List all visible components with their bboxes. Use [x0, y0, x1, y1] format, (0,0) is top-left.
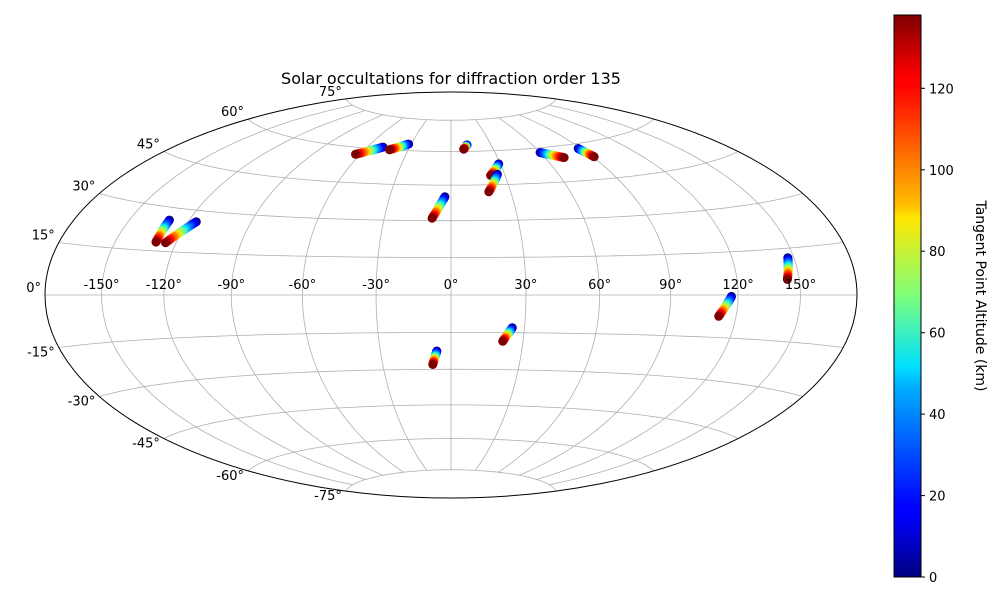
colorbar-tick-label: 40 [929, 408, 946, 423]
latitude-tick-label: -75° [314, 489, 342, 504]
occultation-point [484, 187, 494, 197]
occultation-point [559, 153, 569, 163]
latitude-tick-labels: 75° 60° 45° 30° 15° 0° -15° -30° -45° -60° -75° [26, 85, 342, 504]
occultation-track [161, 217, 201, 248]
occultation-point [714, 311, 724, 321]
occultation-track [385, 139, 414, 155]
colorbar-label: Tangent Point Altitude (km) [972, 199, 988, 391]
longitude-tick-label: 60° [588, 278, 611, 293]
parallel-line [99, 193, 803, 222]
longitude-tick-label: -60° [289, 278, 317, 293]
chart-title: Solar occultations for diffraction order… [281, 69, 621, 88]
occultation-point [459, 144, 469, 154]
occultation-track [484, 169, 502, 197]
occultation-track [351, 142, 388, 159]
occultation-track [427, 192, 450, 223]
latitude-tick-label: 60° [221, 105, 244, 120]
longitude-tick-label: -150° [83, 278, 119, 293]
colorbar-ticks: 0 20 40 60 80 100 120 [921, 82, 954, 586]
latitude-tick-label: 45° [137, 138, 160, 153]
colorbar: 0 20 40 60 80 100 120 Tangent Point Altitude (… [893, 14, 988, 586]
colorbar-tick-label: 20 [929, 490, 946, 505]
longitude-tick-labels: -150° -120° -90° -60° -30° 0° 30° 60° 90° 120° 150… [83, 278, 816, 293]
occultation-track [782, 253, 793, 284]
occultation-point [161, 238, 170, 248]
latitude-tick-label: 30° [72, 180, 95, 195]
occultation-point [151, 237, 161, 247]
longitude-tick-label: 0° [444, 278, 459, 293]
occultation-point [589, 152, 599, 162]
latitude-tick-label: -60° [216, 469, 244, 484]
latitude-tick-label: -30° [68, 395, 96, 410]
occultation-point [351, 149, 360, 159]
occultation-track [151, 215, 174, 247]
colorbar-tick-label: 120 [929, 82, 954, 97]
parallel-line [345, 98, 557, 121]
colorbar-tick-label: 0 [929, 571, 937, 586]
occultation-track [459, 140, 472, 154]
parallel-line [247, 118, 655, 152]
occultation-points [151, 139, 793, 369]
occultation-point [428, 360, 438, 369]
parallel-line [58, 332, 844, 348]
occultation-point [385, 145, 394, 155]
latitude-tick-label: 0° [26, 281, 41, 296]
occultation-track [498, 323, 517, 346]
occultation-track [573, 144, 599, 162]
occultation-track [535, 148, 569, 163]
latitude-tick-label: 15° [32, 229, 55, 244]
longitude-tick-label: 30° [514, 278, 537, 293]
longitude-tick-label: 150° [785, 278, 816, 293]
longitude-tick-label: -90° [217, 278, 245, 293]
occultation-track [428, 346, 442, 369]
colorbar-tick-label: 100 [929, 164, 954, 179]
occultation-track [714, 291, 736, 321]
latitude-tick-label: -15° [27, 346, 55, 361]
occultation-point [782, 275, 792, 284]
colorbar-tick-label: 80 [929, 245, 946, 260]
parallel-line [58, 242, 844, 258]
map-boundary [44, 91, 858, 499]
colorbar-tick-label: 60 [929, 327, 946, 342]
occultation-point [498, 336, 508, 346]
parallel-line [345, 469, 557, 492]
graticule [45, 98, 857, 492]
parallel-line [163, 151, 739, 186]
longitude-tick-label: -30° [362, 278, 390, 293]
colorbar-gradient [893, 14, 922, 578]
longitude-tick-label: -120° [146, 278, 182, 293]
parallel-line [247, 438, 655, 472]
latitude-tick-label: -45° [132, 437, 160, 452]
latitude-tick-label: 75° [319, 85, 342, 100]
parallel-line [163, 404, 739, 439]
occultation-point [427, 213, 437, 223]
parallel-line [99, 368, 803, 397]
longitude-tick-label: 120° [722, 278, 753, 293]
longitude-tick-label: 90° [659, 278, 682, 293]
